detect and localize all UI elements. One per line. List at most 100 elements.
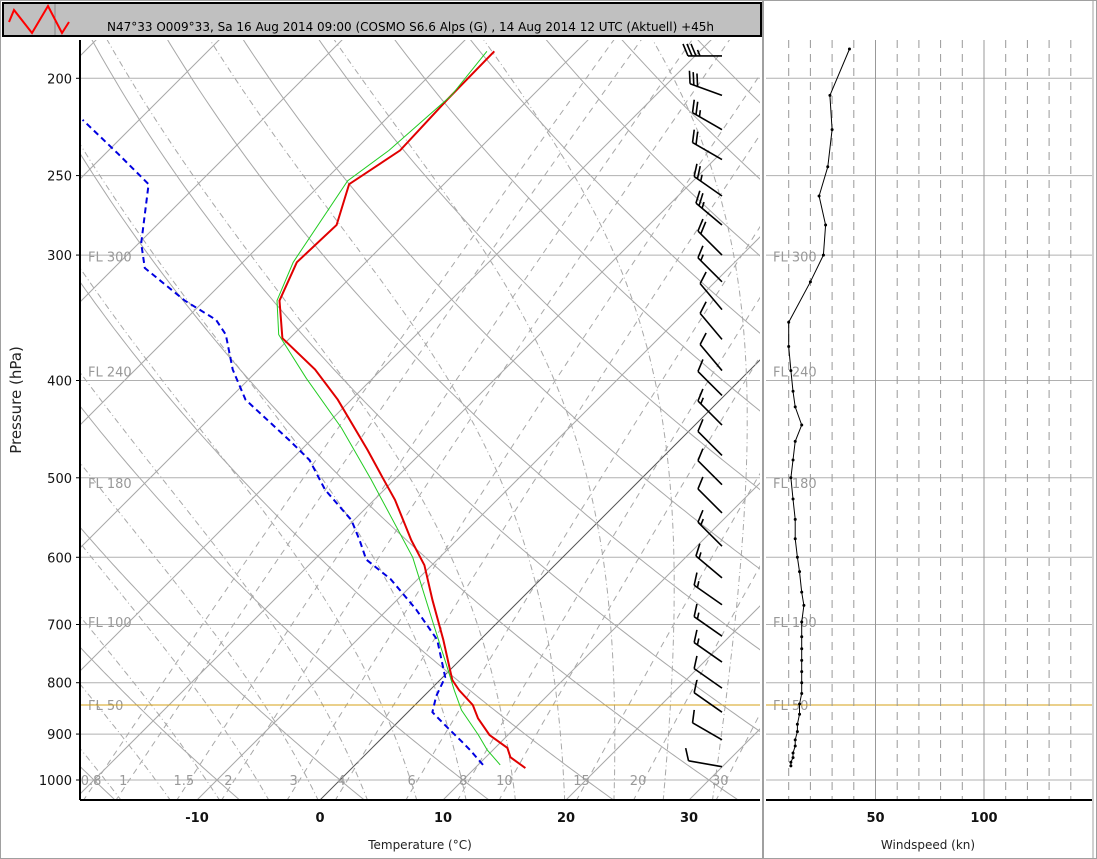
wind-barb-staff bbox=[688, 760, 723, 768]
wind-barb-staff bbox=[693, 641, 723, 663]
dry-adiabat-line bbox=[545, 40, 760, 257]
wind-barb bbox=[693, 629, 723, 663]
wind-barb-staff bbox=[695, 202, 723, 226]
windspeed-point bbox=[795, 555, 799, 559]
mixing-ratio-label: 15 bbox=[573, 774, 590, 789]
dewpoint-profile-line bbox=[276, 50, 501, 766]
windspeed-point bbox=[817, 194, 821, 198]
temperature-profile-line bbox=[278, 50, 526, 769]
wind-barb-feather bbox=[691, 709, 696, 723]
mixing-ratio-line bbox=[715, 712, 760, 800]
wind-barb-half-feather bbox=[699, 174, 703, 182]
wind-barb-feather bbox=[696, 73, 699, 87]
wind-barb-half-feather bbox=[701, 201, 705, 209]
wind-barb bbox=[697, 245, 723, 283]
sounding-title: N47°33 O009°33, Sa 16 Aug 2014 09:00 (CO… bbox=[107, 20, 715, 34]
windspeed-point bbox=[789, 764, 793, 768]
wind-barb-feather bbox=[699, 271, 707, 284]
dry-adiabat-line bbox=[318, 40, 760, 491]
moist-adiabat-line bbox=[80, 143, 467, 800]
moist-adiabat-line bbox=[80, 683, 171, 800]
moist-adiabat-line bbox=[652, 40, 748, 800]
wind-barb-staff bbox=[695, 555, 723, 579]
moist-adiabat-line bbox=[80, 542, 270, 800]
wind-barb-half-feather bbox=[696, 49, 701, 57]
moist-adiabat-line bbox=[209, 40, 566, 800]
wind-barb-feather bbox=[691, 99, 696, 113]
windspeed-point bbox=[791, 389, 795, 393]
wind-flight-level-label: FL 50 bbox=[773, 699, 808, 714]
wind-barb-feather bbox=[686, 43, 693, 57]
windspeed-plot-area: FL 300 FL 240 FL 180 FL 100 FL 50 bbox=[766, 40, 1092, 800]
wind-barb-staff bbox=[693, 667, 723, 689]
windspeed-point bbox=[800, 681, 804, 685]
wind-barb-feather bbox=[697, 218, 704, 232]
wind-barb-feather bbox=[695, 190, 701, 204]
isotherm-line bbox=[442, 482, 760, 800]
x-tick-label: 30 bbox=[680, 811, 698, 826]
windspeed-point bbox=[826, 165, 830, 169]
wind-barb-feather bbox=[693, 679, 698, 693]
wind-barb bbox=[684, 747, 723, 768]
moist-adiabat-line bbox=[80, 267, 418, 800]
wind-barb-feather bbox=[693, 163, 698, 177]
wind-barb-feather bbox=[699, 332, 707, 345]
windspeed-point bbox=[793, 439, 797, 443]
moist-adiabat-line bbox=[811, 32, 950, 801]
mixing-ratio-label: 4 bbox=[337, 774, 345, 789]
wind-flight-level-label: FL 300 bbox=[773, 251, 817, 266]
wind-barb-feather bbox=[688, 70, 691, 84]
windspeed-point bbox=[800, 423, 804, 427]
dry-adiabat-line bbox=[841, 32, 1097, 801]
wind-barb bbox=[693, 679, 723, 713]
wind-barb-half-feather bbox=[700, 518, 705, 526]
windspeed-point bbox=[793, 517, 797, 521]
mixing-ratio-label: 0.8 bbox=[81, 774, 102, 789]
wind-barb-staff bbox=[697, 400, 723, 426]
wind-barb-half-feather bbox=[698, 110, 702, 117]
wind-barb-staff bbox=[699, 283, 723, 311]
isotherm-line bbox=[80, 40, 220, 180]
wind-barb-feather bbox=[697, 448, 704, 461]
wind-barb-feather bbox=[691, 129, 696, 143]
wind-barb-feather bbox=[690, 43, 697, 57]
dry-adiabat-line bbox=[91, 40, 760, 733]
wind-barb bbox=[699, 271, 723, 311]
wind-barb-staff bbox=[697, 370, 723, 397]
x-tick-label: 0 bbox=[315, 811, 324, 826]
wind-barb bbox=[693, 572, 723, 606]
mixing-ratio-line bbox=[115, 40, 642, 800]
wind-barb-feather bbox=[692, 72, 695, 86]
isotherm-line bbox=[319, 359, 760, 800]
y-tick-label: 250 bbox=[47, 170, 72, 185]
windspeed-point bbox=[789, 760, 793, 764]
windspeed-point bbox=[795, 730, 799, 734]
wind-barb-half-feather bbox=[696, 638, 700, 646]
isotherm-line bbox=[80, 40, 343, 303]
y-tick-label: 200 bbox=[47, 72, 72, 87]
wind-barb-feather bbox=[700, 221, 707, 235]
wind-barb-feather bbox=[697, 245, 704, 259]
wind-barb-feather bbox=[693, 629, 698, 643]
dry-adiabat-line bbox=[621, 40, 760, 180]
windspeed-axis-label: Windspeed (kn) bbox=[881, 838, 975, 852]
windspeed-point bbox=[800, 647, 804, 651]
windspeed-point bbox=[789, 369, 793, 373]
y-tick-label: 400 bbox=[47, 374, 72, 389]
dry-adiabat-line bbox=[766, 32, 1097, 801]
windspeed-point bbox=[800, 620, 804, 624]
mixing-ratio-line bbox=[498, 355, 760, 800]
dry-adiabat-line bbox=[242, 40, 760, 570]
mixing-ratio-label: 10 bbox=[496, 774, 513, 789]
wind-barb-staff bbox=[697, 488, 723, 514]
wind-barb-staff bbox=[693, 692, 723, 713]
wind-barb bbox=[697, 509, 723, 547]
mixing-ratio-label: 6 bbox=[408, 774, 416, 789]
wind-barb-staff bbox=[693, 584, 723, 606]
wind-barb bbox=[697, 476, 723, 514]
mixing-ratio-line bbox=[405, 225, 760, 800]
wind-barb bbox=[693, 163, 723, 197]
wind-barb-staff bbox=[699, 312, 723, 340]
mixing-ratio-line bbox=[83, 40, 615, 800]
